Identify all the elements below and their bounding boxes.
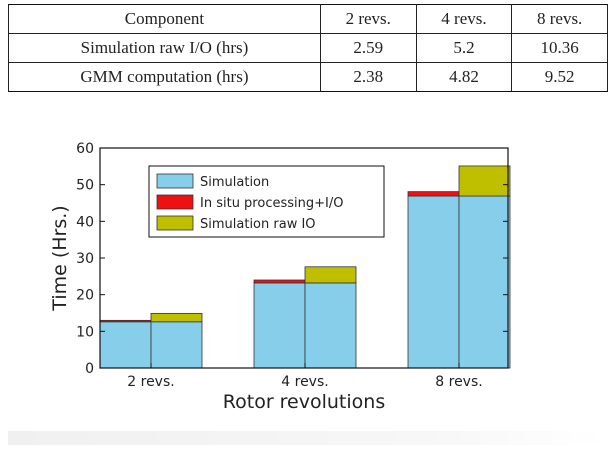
- table-cell: 5.2: [415, 33, 513, 63]
- table-cell: Simulation raw I/O (hrs): [8, 33, 321, 63]
- table-row: Simulation raw I/O (hrs) 2.59 5.2 10.36: [8, 33, 608, 63]
- header-2-revs: 2 revs.: [319, 4, 417, 34]
- legend-label: In situ processing+I/O: [200, 196, 343, 211]
- x-tick-label: 8 revs.: [435, 374, 482, 390]
- header-component: Component: [8, 4, 321, 34]
- results-table-container: Component 2 revs. 4 revs. 8 revs. Simula…: [8, 4, 608, 92]
- table-cell: GMM computation (hrs): [8, 62, 321, 92]
- y-axis-label: Time (Hrs.): [49, 205, 71, 311]
- legend-swatch: [156, 215, 194, 231]
- table-cell: 2.38: [319, 62, 417, 92]
- header-8-revs: 8 revs.: [511, 4, 608, 34]
- y-tick-label: 10: [76, 324, 94, 340]
- y-tick-label: 60: [76, 141, 94, 157]
- bar-segment-simulation: [407, 195, 460, 369]
- bar-segment-simulation: [253, 282, 306, 369]
- x-axis-label: Rotor revolutions: [223, 391, 385, 413]
- stacked-bar-chart: 0 10 20 30 40 50 60 2 revs. 4 revs. 8 revs. Roto…: [49, 141, 511, 413]
- header-4-revs: 4 revs.: [415, 4, 513, 34]
- results-table: Component 2 revs. 4 revs. 8 revs. Simula…: [8, 4, 608, 92]
- x-tick-label: 2 revs.: [127, 374, 174, 390]
- legend-items: Simulation In situ processing+I/O Simulati…: [156, 173, 343, 232]
- y-tick-label: 0: [85, 361, 94, 377]
- caption-text-blur: [8, 431, 608, 445]
- table-cell: 10.36: [511, 33, 608, 63]
- table-row: GMM computation (hrs) 2.38 4.82 9.52: [8, 62, 608, 92]
- bar-segment-simulation: [150, 321, 203, 369]
- legend-swatch: [156, 194, 194, 210]
- y-axis: 0 10 20 30 40 50 60: [76, 141, 508, 377]
- table-cell: 4.82: [415, 62, 513, 92]
- bar-segment-in-situ-processing-i-o: [99, 319, 152, 323]
- y-tick-label: 20: [76, 288, 94, 304]
- y-tick-label: 50: [76, 178, 94, 194]
- bar-segment-simulation-raw-io: [150, 312, 203, 323]
- table-header-row: Component 2 revs. 4 revs. 8 revs.: [8, 4, 608, 34]
- y-tick-label: 30: [76, 251, 94, 267]
- bar-segment-simulation-raw-io: [458, 165, 511, 197]
- table-cell: 2.59: [319, 33, 417, 63]
- bar-segment-simulation: [458, 195, 511, 369]
- x-tick-label: 4 revs.: [281, 374, 328, 390]
- bar-segment-simulation: [99, 321, 152, 369]
- bar-segment-in-situ-processing-i-o: [407, 191, 460, 197]
- legend-swatch: [156, 173, 194, 189]
- legend-label: Simulation: [200, 175, 269, 190]
- bars-layer: [99, 165, 511, 369]
- table-cell: 9.52: [511, 62, 608, 92]
- legend-label: Simulation raw IO: [200, 217, 316, 232]
- figure-caption-faded: [8, 428, 608, 448]
- bar-segment-simulation-raw-io: [304, 266, 357, 284]
- y-tick-label: 40: [76, 214, 94, 230]
- x-axis: 2 revs. 4 revs. 8 revs.: [127, 363, 483, 390]
- bar-segment-simulation: [304, 282, 357, 369]
- bar-segment-in-situ-processing-i-o: [253, 279, 306, 284]
- legend: Simulation In situ processing+I/O Simulati…: [148, 165, 385, 238]
